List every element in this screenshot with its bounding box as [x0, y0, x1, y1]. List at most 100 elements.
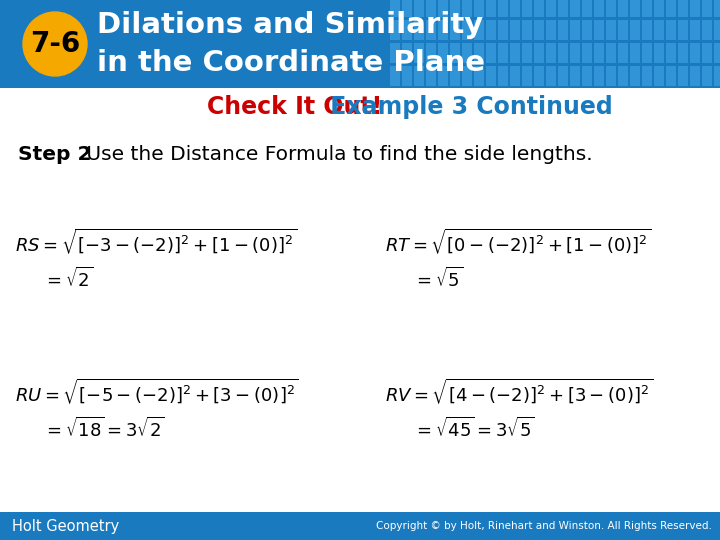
Bar: [702, 66, 712, 86]
Bar: [594, 43, 604, 63]
Bar: [630, 43, 640, 63]
Bar: [474, 43, 484, 63]
Bar: [594, 0, 604, 17]
Text: $= \sqrt{45} = 3\sqrt{5}$: $= \sqrt{45} = 3\sqrt{5}$: [413, 417, 535, 441]
Bar: [426, 20, 436, 40]
Bar: [546, 66, 556, 86]
Bar: [702, 0, 712, 17]
Text: $= \sqrt{2}$: $= \sqrt{2}$: [43, 267, 94, 291]
Bar: [642, 43, 652, 63]
Bar: [558, 0, 568, 17]
Text: Copyright © by Holt, Rinehart and Winston. All Rights Reserved.: Copyright © by Holt, Rinehart and Winsto…: [376, 521, 712, 531]
Bar: [450, 20, 460, 40]
Bar: [498, 43, 508, 63]
Bar: [402, 43, 412, 63]
Bar: [486, 66, 496, 86]
Bar: [438, 20, 448, 40]
Bar: [546, 20, 556, 40]
Bar: [510, 66, 520, 86]
Bar: [570, 20, 580, 40]
Bar: [642, 66, 652, 86]
Text: $RU = \sqrt{[-5-(-2)]^2+[3-(0)]^2}$: $RU = \sqrt{[-5-(-2)]^2+[3-(0)]^2}$: [15, 376, 299, 406]
Bar: [534, 0, 544, 17]
Bar: [510, 0, 520, 17]
Bar: [486, 0, 496, 17]
Bar: [534, 43, 544, 63]
Bar: [426, 43, 436, 63]
Bar: [426, 0, 436, 17]
Bar: [558, 43, 568, 63]
Bar: [690, 43, 700, 63]
Bar: [522, 0, 532, 17]
Bar: [690, 66, 700, 86]
Bar: [414, 66, 424, 86]
Bar: [702, 20, 712, 40]
Bar: [666, 43, 676, 63]
Bar: [474, 66, 484, 86]
Bar: [522, 66, 532, 86]
Bar: [570, 43, 580, 63]
Bar: [414, 20, 424, 40]
Bar: [558, 66, 568, 86]
Bar: [666, 66, 676, 86]
Text: Dilations and Similarity: Dilations and Similarity: [97, 11, 483, 39]
Bar: [714, 66, 720, 86]
Bar: [678, 0, 688, 17]
Bar: [582, 20, 592, 40]
Bar: [642, 20, 652, 40]
Bar: [618, 66, 628, 86]
Bar: [642, 0, 652, 17]
Bar: [498, 66, 508, 86]
Bar: [606, 20, 616, 40]
Bar: [426, 66, 436, 86]
Bar: [570, 0, 580, 17]
Bar: [582, 0, 592, 17]
Bar: [618, 0, 628, 17]
Bar: [0, 88, 720, 126]
Bar: [0, 512, 720, 540]
Bar: [510, 43, 520, 63]
Bar: [630, 20, 640, 40]
Bar: [450, 43, 460, 63]
Bar: [0, 0, 720, 88]
Bar: [546, 0, 556, 17]
Bar: [462, 0, 472, 17]
Bar: [438, 66, 448, 86]
Bar: [438, 0, 448, 17]
Bar: [498, 0, 508, 17]
Bar: [678, 20, 688, 40]
Bar: [390, 43, 400, 63]
Bar: [666, 0, 676, 17]
Bar: [714, 0, 720, 17]
Text: Use the Distance Formula to find the side lengths.: Use the Distance Formula to find the sid…: [80, 145, 593, 164]
Bar: [462, 43, 472, 63]
Bar: [474, 20, 484, 40]
Bar: [522, 43, 532, 63]
Bar: [390, 66, 400, 86]
Text: $= \sqrt{5}$: $= \sqrt{5}$: [413, 267, 464, 291]
Bar: [606, 43, 616, 63]
Text: $RT = \sqrt{[0-(-2)]^2+[1-(0)]^2}$: $RT = \sqrt{[0-(-2)]^2+[1-(0)]^2}$: [385, 226, 652, 256]
Bar: [618, 43, 628, 63]
Bar: [462, 20, 472, 40]
Bar: [714, 20, 720, 40]
Bar: [558, 20, 568, 40]
Bar: [714, 43, 720, 63]
Bar: [582, 43, 592, 63]
Bar: [582, 66, 592, 86]
Bar: [702, 43, 712, 63]
Text: $RV = \sqrt{[4-(-2)]^2+[3-(0)]^2}$: $RV = \sqrt{[4-(-2)]^2+[3-(0)]^2}$: [385, 376, 653, 406]
Bar: [678, 66, 688, 86]
Bar: [462, 66, 472, 86]
Bar: [510, 20, 520, 40]
Bar: [654, 20, 664, 40]
Bar: [402, 66, 412, 86]
Text: Step 2: Step 2: [18, 145, 91, 164]
Text: in the Coordinate Plane: in the Coordinate Plane: [97, 49, 485, 77]
Bar: [630, 66, 640, 86]
Bar: [654, 66, 664, 86]
Text: Example 3 Continued: Example 3 Continued: [322, 95, 613, 119]
Bar: [678, 43, 688, 63]
Bar: [438, 43, 448, 63]
Bar: [618, 20, 628, 40]
